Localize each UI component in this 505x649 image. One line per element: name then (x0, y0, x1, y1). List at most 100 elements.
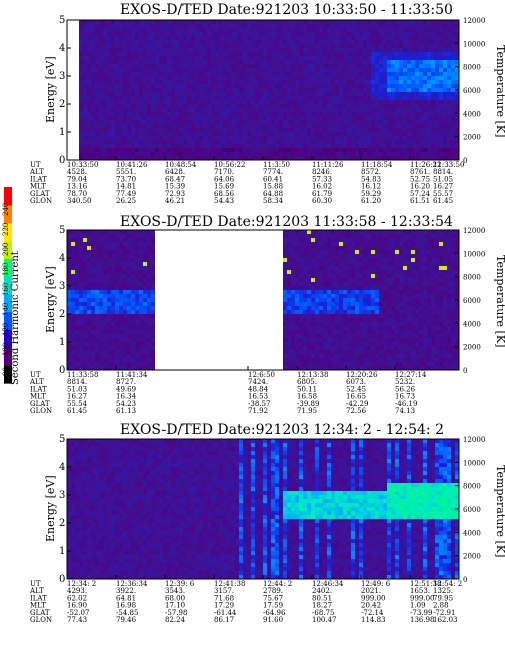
spectrogram-cell (131, 338, 136, 343)
spectrogram-cell (171, 246, 176, 251)
spectrogram-cell (171, 338, 176, 343)
spectrogram-cell (247, 20, 252, 25)
spectrogram-cell (183, 358, 188, 363)
spectrogram-cell (239, 40, 244, 45)
spectrogram-cell (291, 92, 296, 97)
spectrogram-cell (183, 56, 188, 61)
spectrogram-cell (143, 342, 148, 347)
spectrogram-cell (455, 120, 460, 125)
spectrogram-cell (331, 64, 336, 69)
spectrogram-cell (139, 96, 144, 101)
spectrogram-cell (119, 366, 124, 371)
spectrogram-cell (351, 64, 356, 69)
spectrogram-cell (263, 84, 268, 89)
spectrogram-cell (343, 20, 348, 25)
spectrogram-cell (119, 72, 124, 77)
spectrogram-cell (339, 104, 344, 109)
spectrogram-cell (411, 36, 416, 41)
spectrogram-cell (83, 132, 88, 137)
spectrogram-cell (271, 152, 276, 157)
spectrogram-cell (151, 60, 156, 65)
spectrogram-cell (375, 128, 380, 133)
spectrogram-cell (431, 144, 436, 149)
spectrogram-cell (123, 346, 128, 351)
spectrogram-cell (203, 346, 208, 351)
spectrogram-cell (91, 20, 96, 25)
spectrogram-cell (99, 350, 104, 355)
spectrogram-cell (303, 48, 308, 53)
spectrogram-cell (187, 40, 192, 45)
y2tick-label: 10000 (463, 40, 485, 48)
spectrogram-cell (127, 366, 132, 371)
spectrogram-cell (419, 112, 424, 117)
spectrogram-cell (235, 104, 240, 109)
spectrogram-cell (143, 350, 148, 355)
spectrogram-cell (251, 84, 256, 89)
spectrogram-cell (215, 286, 220, 291)
spectrogram-cell (271, 96, 276, 101)
spectrogram-cell (171, 290, 176, 295)
spectrogram-cell (171, 120, 176, 125)
spectrogram-cell (163, 350, 168, 355)
spectrogram-cell (367, 104, 372, 109)
spectrogram-cell (155, 310, 160, 315)
spectrogram-cell (95, 266, 100, 271)
spectrogram-cell (327, 44, 332, 49)
spectrogram-cell (135, 24, 140, 29)
spectrogram-cell (151, 56, 156, 61)
spectrogram-cell (447, 52, 452, 57)
spectrogram-cell (223, 306, 228, 311)
orbit-value: 51.05 (433, 175, 453, 183)
spectrogram-cell (171, 302, 176, 307)
spectrogram-cell (75, 250, 80, 255)
spectrogram-cell (195, 350, 200, 355)
spectrogram-cell (91, 354, 96, 359)
spectrogram-cell (391, 76, 396, 81)
spectrogram-cell (355, 116, 360, 121)
spectrogram-cell (147, 250, 152, 255)
spectrogram-cell (391, 140, 396, 145)
spectrogram-cell (271, 92, 276, 97)
spectrogram-cell (215, 32, 220, 37)
spectrogram-cell (223, 100, 228, 105)
spectrogram-cell (215, 120, 220, 125)
spectrogram-cell (139, 88, 144, 93)
spectrogram-cell (67, 48, 72, 53)
spectrogram-cell (167, 140, 172, 145)
spectrogram-cell (107, 358, 112, 363)
spectrogram-cell (103, 128, 108, 133)
spectrogram-cell (279, 76, 284, 81)
spectrogram-cell (331, 140, 336, 145)
spectrogram-cell (439, 92, 444, 97)
spectrogram-cell (211, 246, 216, 251)
spectrogram-cell (143, 298, 148, 303)
spectrogram-cell (363, 96, 368, 101)
spectrogram-cell (135, 68, 140, 73)
spectrogram-cell (151, 64, 156, 69)
spectrogram-cell (131, 24, 136, 29)
spectrogram-cell (67, 350, 72, 355)
spectrogram-cell (83, 250, 88, 255)
spectrogram-cell (411, 92, 416, 97)
spectrogram-cell (427, 52, 432, 57)
spectrogram-cell (127, 120, 132, 125)
spectrogram-cell (403, 156, 408, 161)
spectrogram-cell (447, 68, 452, 73)
spectrogram-cell (443, 96, 448, 101)
spectrogram-cell (103, 36, 108, 41)
spectrogram-cell (155, 326, 160, 331)
spectrogram-cell (347, 28, 352, 33)
spectrogram-cell (103, 366, 108, 371)
spectrogram-cell (203, 112, 208, 117)
spectrogram-cell (287, 148, 292, 153)
spectrogram-cell (319, 112, 324, 117)
spectrogram-cell (203, 152, 208, 157)
spectrogram-cell (287, 24, 292, 29)
spectrogram-cell (243, 56, 248, 61)
spectrogram-cell (171, 20, 176, 25)
spectrogram-cell (223, 350, 228, 355)
spectrogram-cell (143, 24, 148, 29)
spectrogram-cell (447, 100, 452, 105)
spectrogram-cell (115, 230, 120, 235)
spectrogram-cell (147, 20, 152, 25)
